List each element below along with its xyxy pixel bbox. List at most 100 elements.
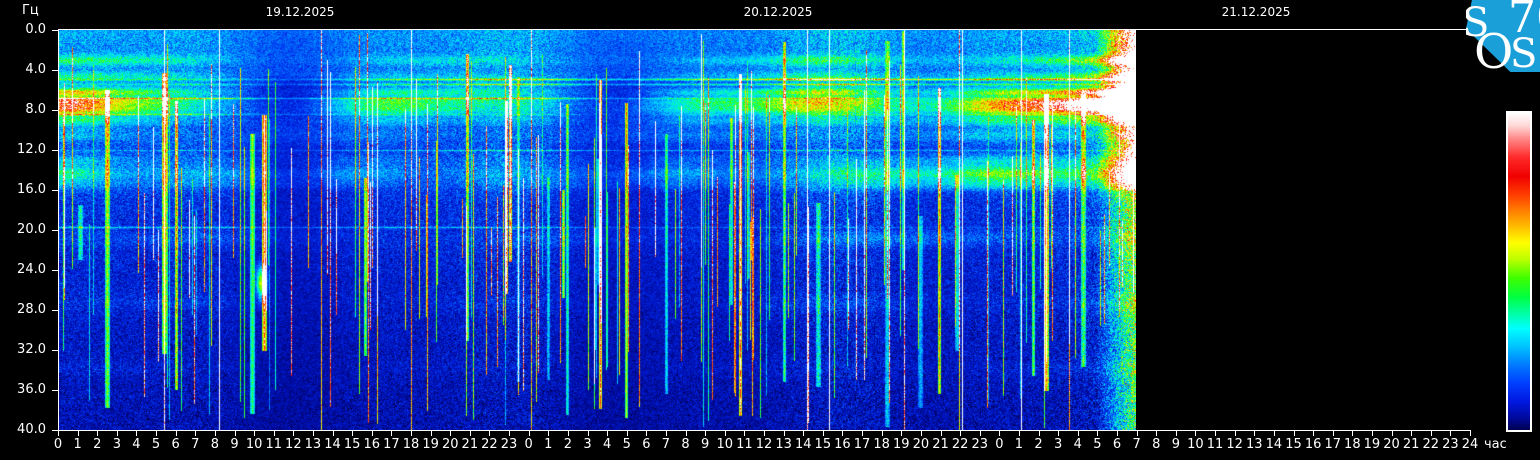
x-tick-label: 9 [1171,437,1180,452]
x-tick-mark [567,430,569,436]
x-tick-mark [979,430,981,436]
x-tick-mark [1175,430,1177,436]
y-tick-mark [52,430,58,431]
x-tick-label: 12 [755,437,773,452]
x-tick-mark [1058,430,1060,436]
x-tick-mark [1411,430,1413,436]
x-tick-label: 19 [1363,437,1381,452]
x-tick-mark [842,430,844,436]
y-tick-mark [52,270,58,271]
x-tick-label: 22 [481,437,498,452]
spectrogram-plot[interactable] [59,30,1136,430]
x-tick-label: 2 [1034,437,1043,452]
x-tick-label: 6 [171,437,180,452]
y-tick-label: 28.0 [17,302,46,317]
x-tick-label: 4 [1073,437,1082,452]
y-tick-mark [52,190,58,191]
x-tick-label: 8 [681,437,690,452]
x-tick-label: 7 [661,437,671,452]
y-tick-mark [52,350,58,351]
x-tick-label: 1 [1014,437,1024,452]
x-tick-mark [862,430,864,436]
y-tick-label: 8.0 [25,102,46,117]
x-tick-mark [195,430,197,436]
x-tick-mark [744,430,746,436]
x-tick-label: 10 [245,437,263,452]
x-tick-mark [960,430,962,436]
x-tick-mark [1352,430,1354,436]
x-tick-mark [626,430,628,436]
y-tick-mark [52,390,58,391]
x-tick-label: 7 [1132,437,1141,452]
x-tick-label: 8 [1152,437,1161,452]
x-tick-label: 17 [853,437,871,452]
y-tick-label: 40.0 [17,422,46,437]
x-tick-mark [58,430,59,436]
x-tick-mark [705,430,707,436]
x-tick-label: 21 [1402,437,1420,452]
x-tick-label: 10 [716,437,734,452]
x-tick-mark [391,430,393,436]
logo-letter-s-top: S [1466,0,1490,46]
x-tick-label: 23 [971,437,988,452]
x-tick-mark [940,430,942,436]
x-tick-label: 5 [622,437,631,452]
x-tick-mark [332,430,334,436]
x-tick-label: 20 [1383,437,1400,452]
x-tick-label: 20 [912,437,930,452]
y-tick-mark [52,310,58,311]
x-tick-mark [587,430,589,436]
y-tick-label: 4.0 [25,62,46,77]
x-tick-mark [312,430,314,436]
plot-top-border [58,29,1470,30]
x-tick-label: 11 [1206,437,1224,452]
x-tick-mark [764,430,765,436]
x-tick-mark [901,430,903,436]
x-tick-mark [685,430,687,436]
x-tick-label: 22 [1422,437,1440,452]
x-tick-mark [1136,430,1138,436]
y-tick-label: 0.0 [25,22,46,37]
x-tick-label: 16 [1304,437,1322,452]
x-tick-label: 7 [191,437,200,452]
x-tick-mark [1117,430,1118,436]
x-tick-mark [1430,430,1432,436]
logo-number-70: 70 [1508,0,1540,43]
x-tick-label: 17 [383,437,400,452]
x-tick-label: 13 [775,437,792,452]
x-tick-mark [1293,430,1295,436]
y-tick-label: 12.0 [17,142,46,157]
x-tick-label: 11 [736,437,753,452]
x-tick-label: 16 [834,437,851,452]
x-tick-mark [1038,430,1040,436]
y-tick-label: 32.0 [17,342,46,357]
x-tick-label: 15 [1285,437,1302,452]
x-tick-mark [665,430,667,436]
x-tick-mark [1195,430,1197,436]
x-tick-label: 21 [461,437,479,452]
x-tick-label: 15 [343,437,361,452]
x-tick-label: 4 [132,437,141,452]
x-tick-mark [1371,430,1373,436]
x-tick-mark [371,430,373,436]
sos70-logo[interactable]: S 70 O S [1466,0,1540,72]
x-tick-mark [1018,430,1020,436]
x-tick-label: 18 [402,437,420,452]
x-tick-label: 0 [995,437,1004,452]
x-tick-label: 4 [602,437,612,452]
spectrogram-canvas[interactable] [59,30,1136,430]
x-tick-mark [803,430,805,436]
x-tick-mark [293,430,295,436]
x-tick-mark [881,430,883,436]
x-tick-label: 13 [1245,437,1263,452]
x-tick-label: 2 [93,437,102,452]
x-tick-label: 16 [363,437,381,452]
x-tick-label: 18 [873,437,890,452]
x-tick-label: 17 [1324,437,1341,452]
x-tick-label: 11 [265,437,282,452]
y-tick-label: 24.0 [17,262,46,277]
x-tick-mark [920,430,922,436]
x-tick-mark [1254,430,1256,436]
plot-left-axis [58,30,59,430]
x-tick-label: 15 [814,437,832,452]
